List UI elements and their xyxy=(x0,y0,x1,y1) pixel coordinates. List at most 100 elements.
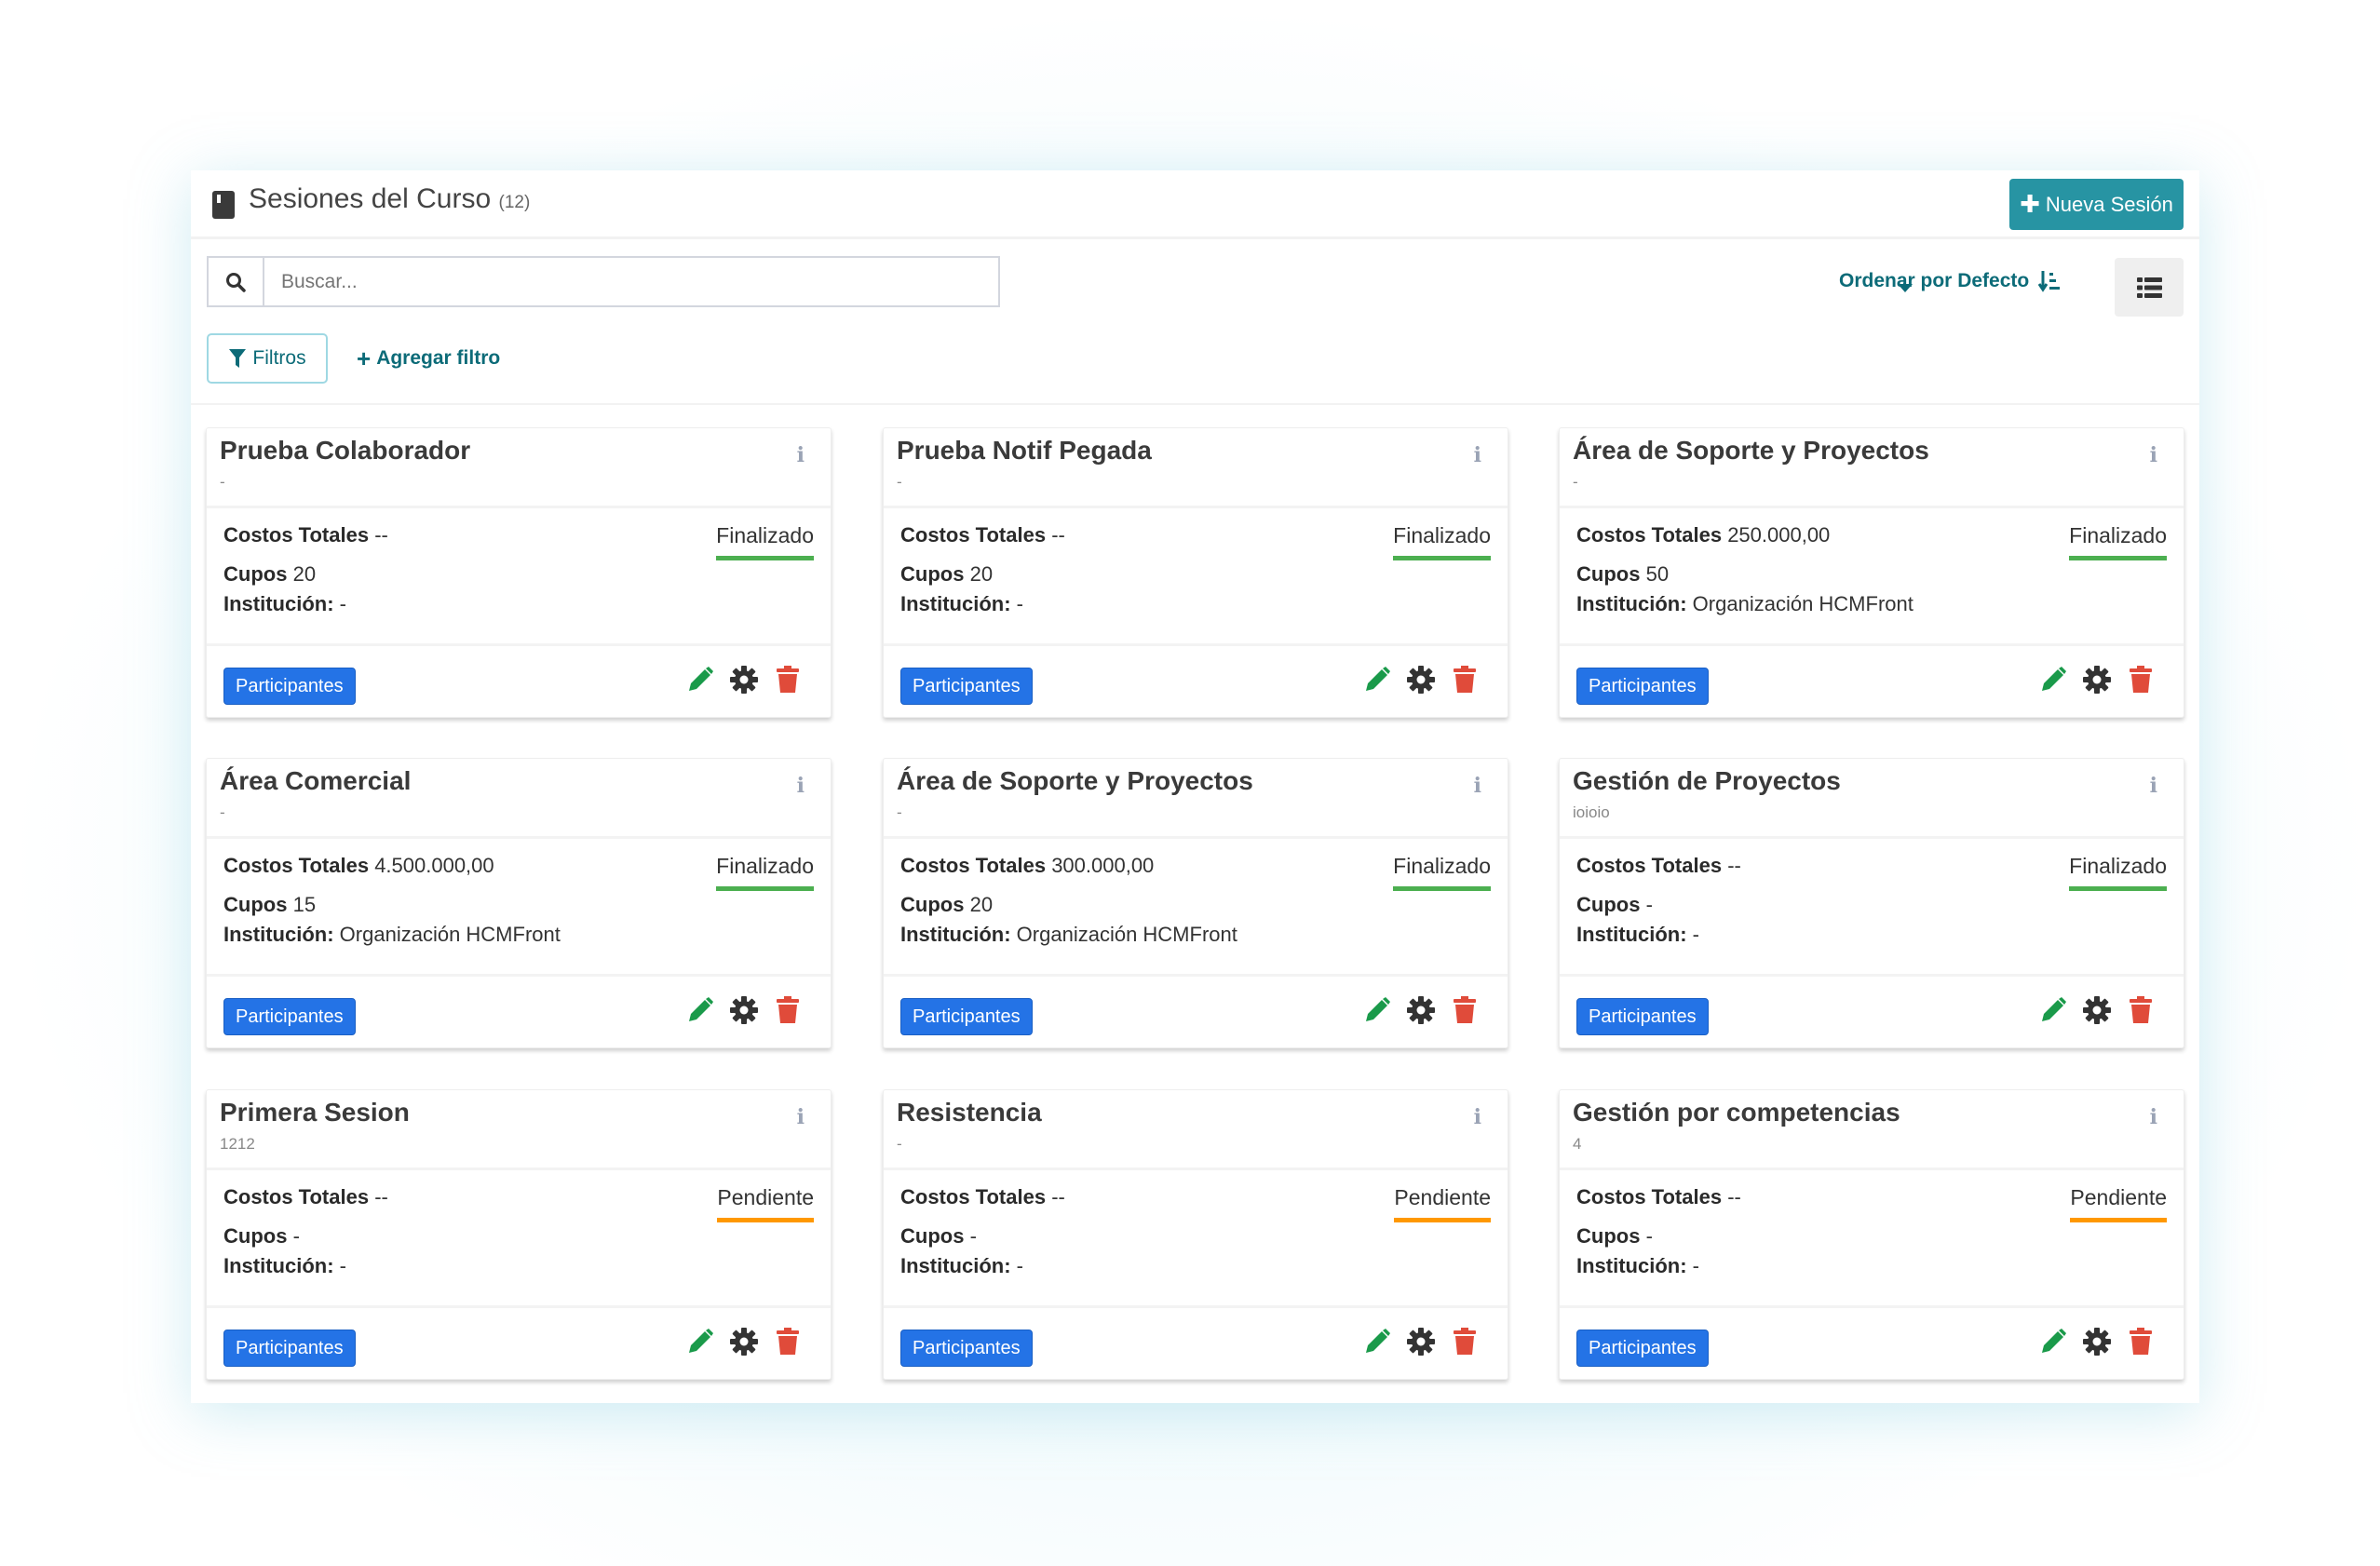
pencil-icon[interactable] xyxy=(2037,993,2068,1027)
card-actions xyxy=(684,1325,803,1358)
info-icon[interactable]: i xyxy=(2149,443,2157,467)
gear-icon[interactable] xyxy=(1405,663,1436,696)
institution-value: - xyxy=(1692,923,1699,946)
participants-button[interactable]: Participantes xyxy=(1576,1330,1709,1367)
session-title: Prueba Colaborador xyxy=(220,436,471,465)
panel-header: Sesiones del Curso (12) ✚ Nueva Sesión xyxy=(191,170,2199,239)
status-badge: Pendiente xyxy=(2070,1185,2167,1222)
info-icon[interactable]: i xyxy=(1473,1105,1481,1129)
card-actions xyxy=(684,993,803,1027)
sort-amount-icon xyxy=(2038,271,2061,292)
institution-value: Organización HCMFront xyxy=(339,923,561,946)
participants-button[interactable]: Participantes xyxy=(900,998,1033,1035)
institution-row: Institución: - xyxy=(900,592,1023,616)
cupos-row: Cupos 20 xyxy=(223,562,316,587)
trash-icon[interactable] xyxy=(772,993,803,1027)
costs-row: Costos Totales 300.000,00 xyxy=(900,854,1154,878)
search-input[interactable] xyxy=(264,258,998,305)
gear-icon[interactable] xyxy=(2081,1325,2112,1358)
filters-button[interactable]: Filtros xyxy=(207,333,328,384)
cupos-row: Cupos - xyxy=(223,1224,300,1249)
session-title: Gestión de Proyectos xyxy=(1573,766,1841,795)
cupos-value: 50 xyxy=(1645,562,1670,586)
info-icon[interactable]: i xyxy=(796,1105,805,1129)
session-card: Área de Soporte y Proyectos - i Costos Tota… xyxy=(883,758,1508,1048)
session-subtitle: ioioio xyxy=(1573,803,1610,821)
gear-icon[interactable] xyxy=(728,1325,759,1358)
chevron-down-icon[interactable] xyxy=(1898,284,1913,292)
pencil-icon[interactable] xyxy=(684,1325,715,1358)
info-icon[interactable]: i xyxy=(796,774,805,798)
trash-icon[interactable] xyxy=(2125,663,2156,696)
gear-icon[interactable] xyxy=(1405,1325,1436,1358)
pencil-icon[interactable] xyxy=(2037,1325,2068,1358)
info-icon[interactable]: i xyxy=(1473,443,1481,467)
trash-icon[interactable] xyxy=(2125,993,2156,1027)
pencil-icon[interactable] xyxy=(684,663,715,696)
participants-button[interactable]: Participantes xyxy=(1576,668,1709,705)
trash-icon[interactable] xyxy=(1449,993,1480,1027)
pencil-icon[interactable] xyxy=(1361,1325,1392,1358)
trash-icon[interactable] xyxy=(772,663,803,696)
participants-button[interactable]: Participantes xyxy=(223,1330,356,1367)
costs-label: Costos Totales xyxy=(900,1185,1047,1208)
new-session-button[interactable]: ✚ Nueva Sesión xyxy=(2009,179,2184,230)
participants-button[interactable]: Participantes xyxy=(223,998,356,1035)
costs-value: -- xyxy=(1727,854,1741,877)
costs-value: 4.500.000,00 xyxy=(374,854,494,877)
card-actions xyxy=(1361,1325,1480,1358)
institution-label: Institución: xyxy=(1576,1254,1687,1277)
divider xyxy=(1560,1305,2184,1308)
sort-dropdown[interactable]: Ordenar por Defecto xyxy=(1839,270,2061,292)
add-filter-button[interactable]: + Agregar filtro xyxy=(357,333,500,384)
info-icon[interactable]: i xyxy=(1473,774,1481,798)
institution-row: Institución: - xyxy=(1576,1254,1699,1278)
status-badge: Finalizado xyxy=(1393,523,1491,560)
trash-icon[interactable] xyxy=(2125,1325,2156,1358)
cupos-value: - xyxy=(292,1224,300,1248)
session-subtitle: - xyxy=(897,803,902,821)
gear-icon[interactable] xyxy=(1405,993,1436,1027)
participants-button[interactable]: Participantes xyxy=(1576,998,1709,1035)
participants-button[interactable]: Participantes xyxy=(900,668,1033,705)
status-badge: Pendiente xyxy=(1394,1185,1491,1222)
pencil-icon[interactable] xyxy=(1361,663,1392,696)
pencil-icon[interactable] xyxy=(684,993,715,1027)
costs-value: -- xyxy=(1051,523,1065,547)
costs-row: Costos Totales -- xyxy=(900,1185,1065,1209)
card-actions xyxy=(684,663,803,696)
session-title: Área de Soporte y Proyectos xyxy=(897,766,1253,795)
session-subtitle: - xyxy=(897,473,902,491)
cupos-label: Cupos xyxy=(1576,562,1641,586)
status-badge: Pendiente xyxy=(717,1185,814,1222)
info-icon[interactable]: i xyxy=(796,443,805,467)
info-icon[interactable]: i xyxy=(2149,1105,2157,1129)
gear-icon[interactable] xyxy=(2081,993,2112,1027)
costs-value: -- xyxy=(374,1185,388,1208)
pencil-icon[interactable] xyxy=(2037,663,2068,696)
trash-icon[interactable] xyxy=(1449,663,1480,696)
session-card: Primera Sesion 1212 i Costos Totales -- Cupo… xyxy=(206,1089,832,1380)
plus-icon: + xyxy=(357,344,372,372)
costs-label: Costos Totales xyxy=(1576,523,1723,547)
gear-icon[interactable] xyxy=(728,993,759,1027)
pencil-icon[interactable] xyxy=(1361,993,1392,1027)
session-subtitle: 1212 xyxy=(220,1135,255,1153)
costs-label: Costos Totales xyxy=(900,854,1047,877)
cupos-row: Cupos - xyxy=(1576,893,1653,917)
gear-icon[interactable] xyxy=(728,663,759,696)
participants-button[interactable]: Participantes xyxy=(223,668,356,705)
status-badge: Finalizado xyxy=(1393,854,1491,891)
divider xyxy=(207,836,831,839)
trash-icon[interactable] xyxy=(1449,1325,1480,1358)
filters-label: Filtros xyxy=(252,347,306,369)
institution-row: Institución: - xyxy=(900,1254,1023,1278)
cupos-row: Cupos 20 xyxy=(900,562,993,587)
gear-icon[interactable] xyxy=(2081,663,2112,696)
costs-label: Costos Totales xyxy=(1576,854,1723,877)
info-icon[interactable]: i xyxy=(2149,774,2157,798)
list-view-button[interactable] xyxy=(2115,258,2184,317)
participants-button[interactable]: Participantes xyxy=(900,1330,1033,1367)
trash-icon[interactable] xyxy=(772,1325,803,1358)
cupos-value: - xyxy=(1645,1224,1653,1248)
